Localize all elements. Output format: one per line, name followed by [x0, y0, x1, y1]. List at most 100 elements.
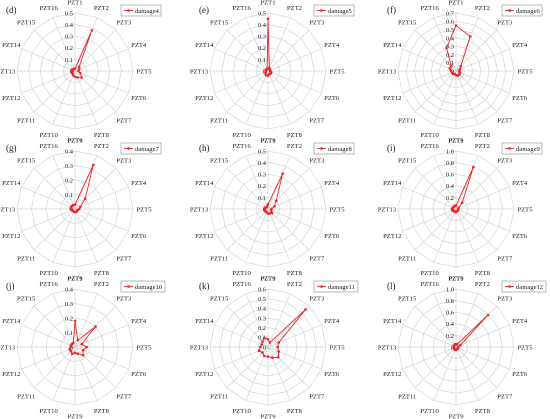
data-point-pzt12 [257, 349, 261, 353]
radial-tick-label: 0.1 [258, 335, 266, 342]
radial-tick-label: 0.6 [446, 172, 454, 179]
legend-marker [508, 9, 511, 12]
axis-label-pzt8: PZT8 [475, 132, 491, 139]
legend-label: damage6 [516, 8, 541, 15]
panel-label: (d) [6, 5, 17, 15]
axis-label-pzt8: PZT8 [94, 132, 110, 139]
axis-label-pzt8: PZT8 [94, 270, 110, 277]
grid-spoke [455, 208, 498, 251]
axis-label-pzt7: PZT7 [497, 117, 513, 124]
grid-spoke [214, 208, 269, 232]
axis-label-pzt4: PZT4 [324, 180, 340, 187]
axis-label-pzt5: PZT5 [517, 207, 533, 214]
data-point-pzt16 [445, 46, 448, 50]
axis-label-pzt1: PZT1 [448, 0, 463, 7]
radial-tick-label: 0.2 [258, 45, 266, 52]
grid-spoke [21, 70, 76, 94]
axis-label-pzt12: PZT12 [195, 371, 213, 378]
radar-panel-2: PZT1PZT2PZT3PZT4PZT5PZT6PZT7PZT8PZT9PZT1… [190, 0, 355, 145]
grid-spoke [52, 346, 76, 401]
grid-spoke [52, 17, 76, 72]
grid-spoke [267, 324, 322, 348]
data-point-pzt1 [266, 203, 270, 206]
radial-tick-label: 0.2 [446, 52, 454, 59]
data-point-pzt2 [468, 35, 472, 38]
axis-label-pzt4: PZT4 [131, 318, 147, 325]
grid-spoke [455, 293, 479, 348]
axis-label-pzt11: PZT11 [210, 393, 228, 400]
grid-spoke [402, 324, 457, 348]
radial-tick-label: 0.4 [65, 22, 74, 29]
axis-label-pzt11: PZT11 [398, 255, 416, 262]
legend-label: damage8 [328, 146, 353, 153]
axis-label-pzt15: PZT15 [398, 158, 417, 165]
grid-spoke [414, 167, 457, 210]
radar-panel-4: PZT1PZT2PZT3PZT4PZT5PZT6PZT7PZT8PZT9PZT1… [0, 138, 162, 283]
grid-spoke [226, 346, 269, 389]
data-point-pzt2 [76, 339, 80, 342]
grid-spoke [433, 208, 457, 263]
data-point-pzt3 [94, 325, 97, 328]
grid-spoke [267, 208, 291, 263]
data-point-pzt16 [265, 67, 269, 71]
grid-spoke [74, 208, 117, 251]
radial-tick-label: 0.2 [65, 315, 73, 322]
grid-spoke [52, 155, 76, 210]
grid-spoke [21, 48, 76, 72]
grid-spoke [74, 29, 117, 72]
axis-label-pzt9: PZT9 [67, 138, 83, 145]
axis-label-pzt1: PZT1 [67, 0, 82, 7]
grid-spoke [267, 155, 291, 210]
radial-tick-label: 0.1 [65, 57, 73, 64]
legend-label: damage5 [328, 8, 353, 15]
axis-label-pzt12: PZT12 [2, 371, 20, 378]
radial-tick-label: 0.4 [258, 22, 267, 29]
data-point-pzt4 [277, 341, 281, 344]
grid-spoke [455, 346, 510, 370]
radial-tick-label: 0 [451, 344, 454, 351]
data-point-pzt3 [459, 65, 462, 68]
grid-spoke [455, 346, 498, 389]
data-point-pzt11 [69, 349, 73, 353]
data-point-pzt15 [261, 340, 264, 343]
data-point-pzt12 [68, 347, 71, 351]
radial-tick-label: 0.6 [258, 286, 266, 293]
legend-marker [320, 9, 323, 12]
data-point-pzt1 [454, 24, 458, 27]
grid-spoke [267, 29, 310, 72]
axis-label-pzt12: PZT12 [2, 233, 20, 240]
grid-spoke [226, 208, 269, 251]
axis-label-pzt2: PZT2 [94, 5, 109, 12]
grid-spoke [267, 346, 310, 389]
axis-label-pzt5: PZT5 [136, 69, 152, 76]
data-point-pzt16 [72, 67, 76, 71]
radial-tick-label: 0 [263, 68, 266, 75]
grid-spoke [455, 324, 510, 348]
grid-spoke [214, 186, 269, 210]
axis-label-pzt7: PZT7 [116, 255, 132, 262]
axis-label-pzt4: PZT4 [131, 42, 147, 49]
grid-spoke [74, 167, 117, 210]
grid-spoke [455, 70, 510, 94]
axis-label-pzt7: PZT7 [116, 117, 132, 124]
data-point-pzt3 [304, 308, 307, 311]
radar-panel-9: PZT1 PZT2 PZT3 PZT4 PZT5 PZT6 PZT7 PZT8 PZT9 PZT1… [378, 276, 547, 419]
axis-label-pzt6: PZT6 [324, 95, 340, 102]
grid-spoke [433, 155, 457, 210]
legend-box [501, 142, 543, 155]
data-point-pzt7 [276, 355, 280, 359]
radial-tick-label: 0.5 [446, 27, 454, 34]
axis-label-pzt2: PZT2 [94, 143, 109, 150]
axis-label-pzt2: PZT2 [287, 143, 302, 150]
grid-spoke [21, 186, 76, 210]
axis-label-pzt7: PZT7 [116, 393, 132, 400]
grid-spoke [455, 186, 510, 210]
axis-label-pzt6: PZT6 [512, 233, 528, 240]
grid-spoke [21, 208, 76, 232]
axis-label-pzt11: PZT11 [17, 393, 35, 400]
radial-tick-label: 0.8 [446, 298, 454, 305]
radial-tick-label: 0.5 [258, 296, 266, 303]
data-point-pzt7 [81, 353, 85, 357]
radial-tick-label: 0.4 [446, 321, 455, 328]
axis-label-pzt6: PZT6 [512, 371, 528, 378]
